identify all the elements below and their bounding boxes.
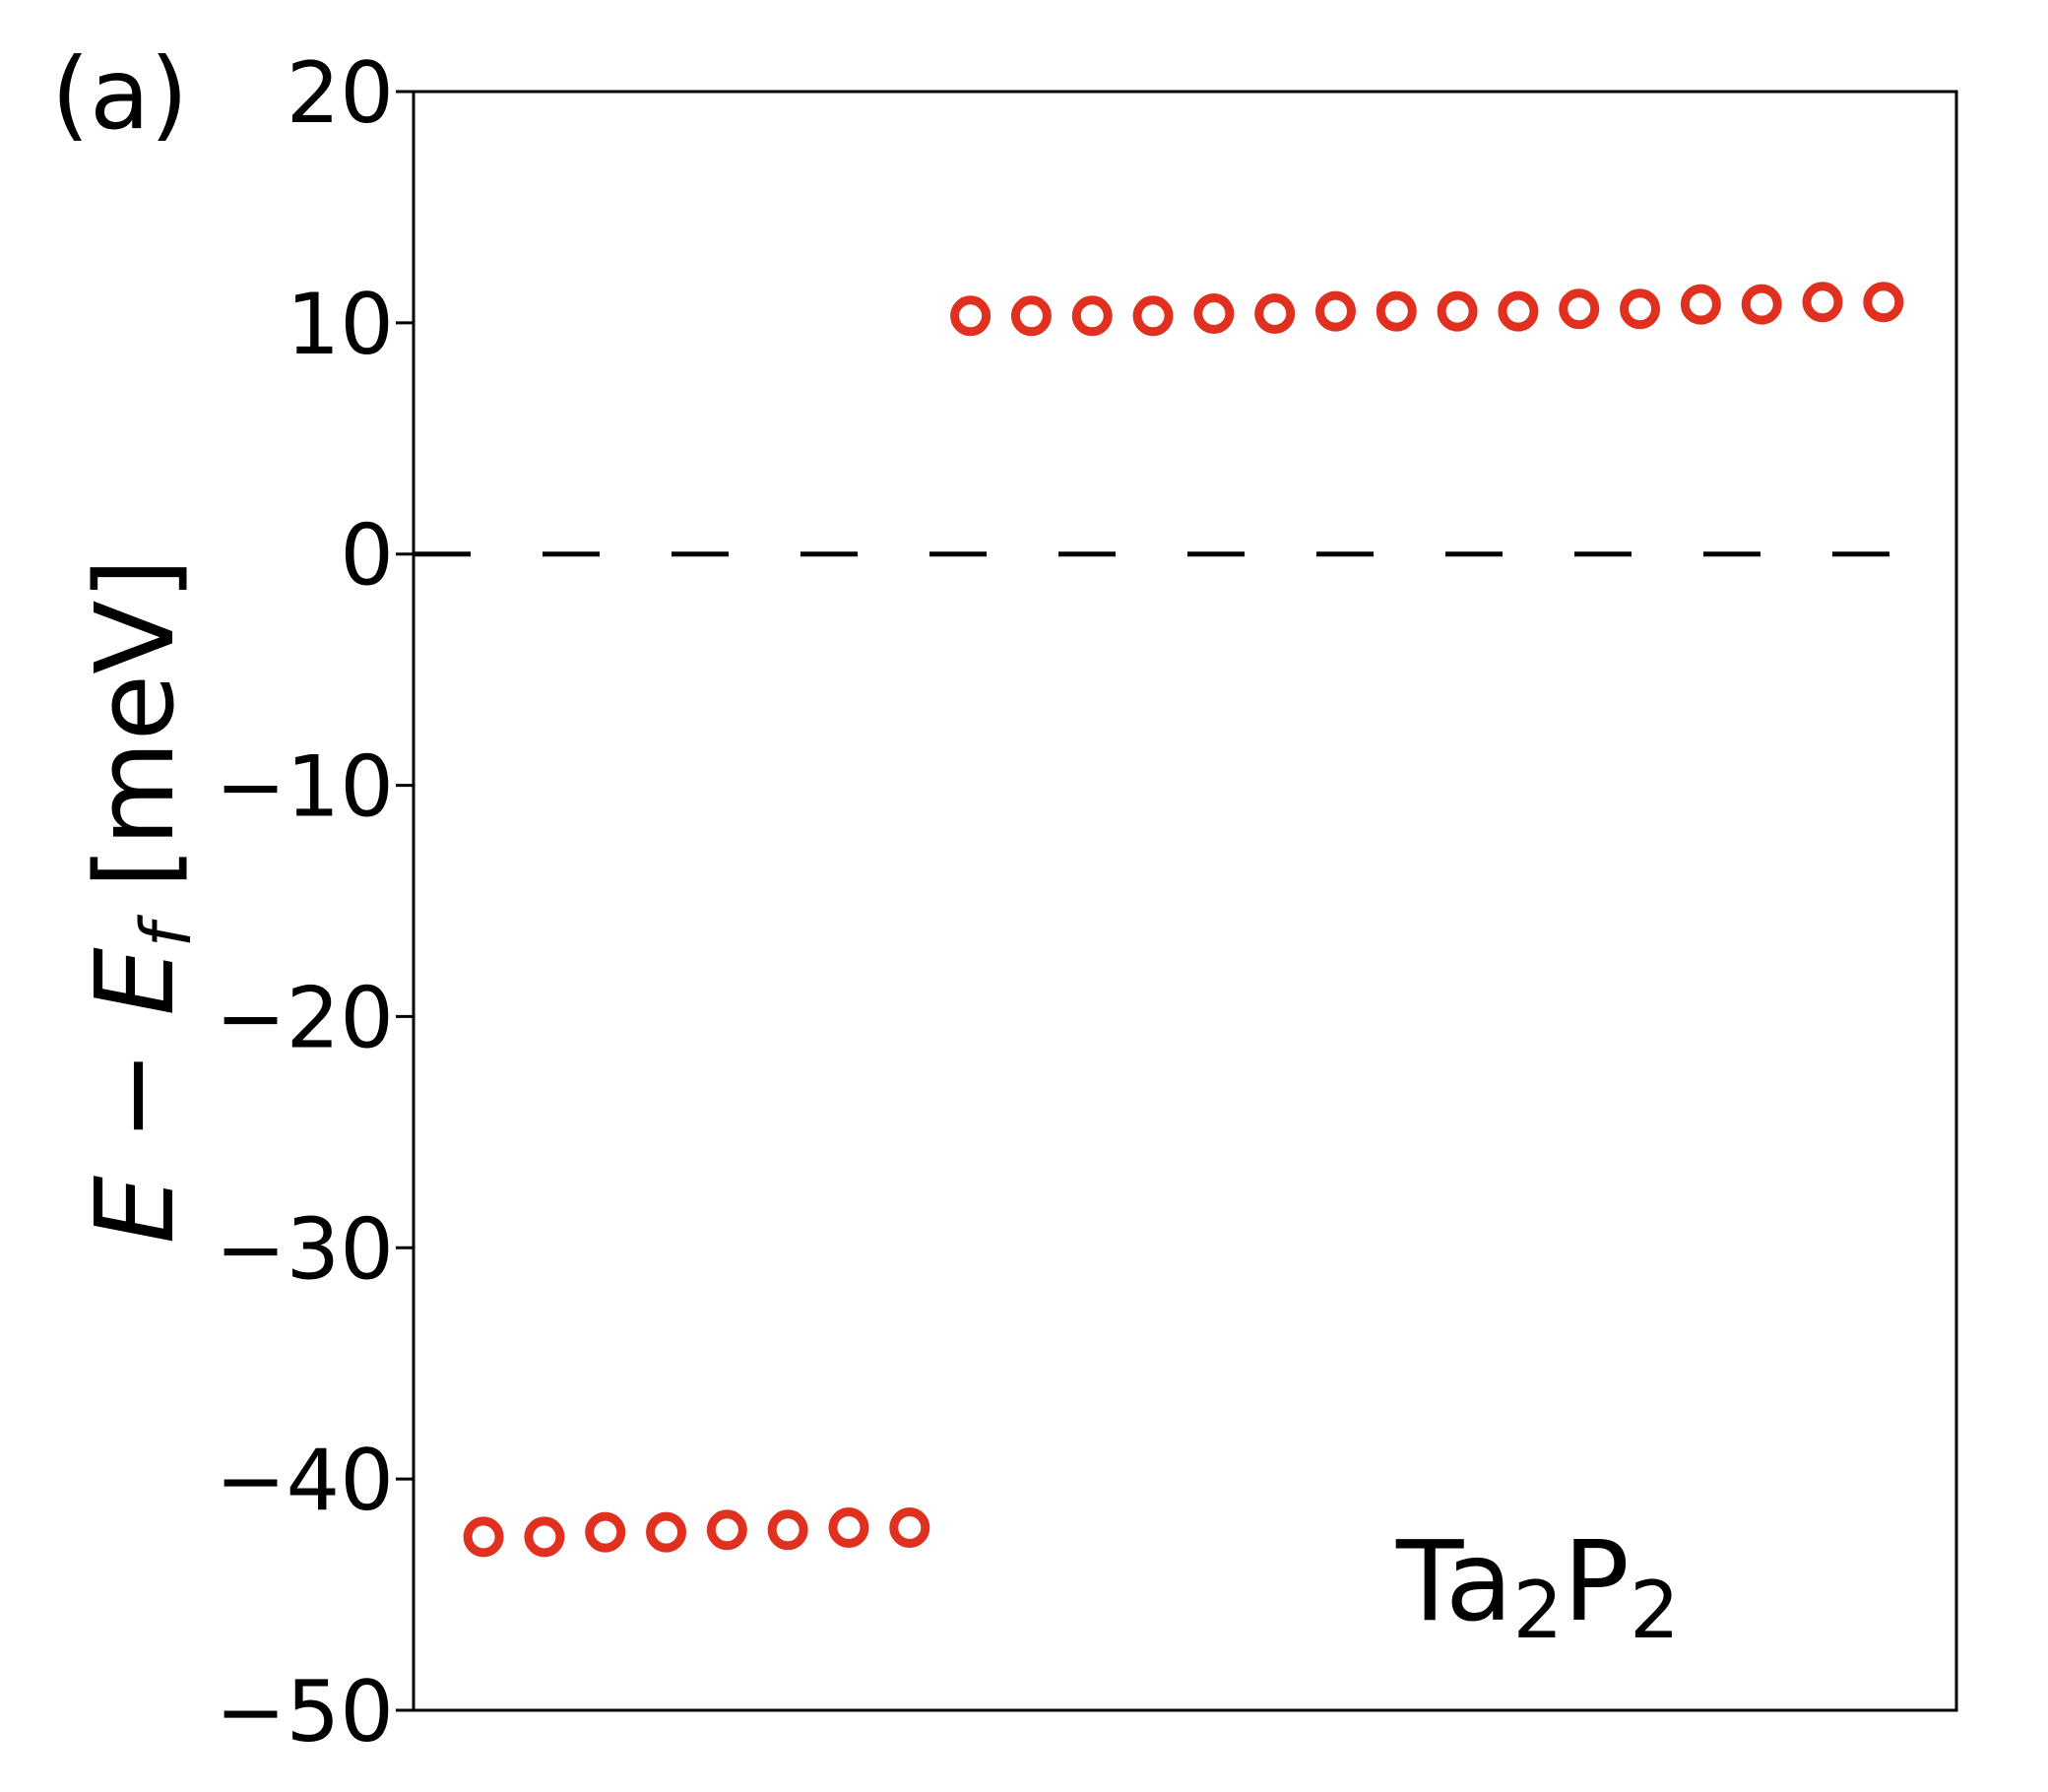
data-points — [463, 282, 1904, 1558]
y-tick-label: 0 — [340, 507, 394, 606]
y-tick-label: −20 — [216, 969, 395, 1067]
y-label-part: − — [72, 1016, 198, 1176]
data-point — [1863, 282, 1904, 323]
y-label-part: E — [72, 1175, 198, 1244]
data-point — [889, 1506, 930, 1548]
y-tick-label: −50 — [216, 1663, 395, 1761]
y-tick-label: −10 — [216, 738, 395, 837]
data-point — [1132, 295, 1174, 337]
y-label-part: [meV] — [72, 558, 198, 924]
annotation-part: 2 — [1513, 1565, 1564, 1656]
data-point — [1559, 288, 1600, 330]
data-point — [1620, 288, 1661, 330]
y-tick-label: −40 — [216, 1432, 395, 1530]
data-point — [1437, 290, 1478, 332]
y-axis-label: E − Ef [meV] — [72, 558, 207, 1245]
data-point — [1254, 292, 1296, 334]
y-tick-label: 20 — [287, 44, 394, 143]
data-point — [1314, 290, 1356, 332]
data-point — [706, 1509, 747, 1551]
data-point — [646, 1511, 687, 1553]
data-point — [1071, 295, 1113, 337]
y-axis-label-text: E − Ef [meV] — [72, 558, 207, 1245]
y-tick-label: 10 — [287, 276, 394, 374]
panel-label: (a) — [51, 36, 188, 152]
y-label-part: E — [72, 947, 198, 1016]
annotation-part: Ta — [1395, 1518, 1513, 1646]
data-point — [1010, 295, 1052, 337]
data-point — [463, 1516, 504, 1558]
material-label: Ta2P2 — [1395, 1518, 1680, 1656]
data-point — [1376, 290, 1417, 332]
y-axis-ticks: 20 10 0 −10 −20 −30 −40 −50 — [216, 44, 414, 1761]
data-point — [1802, 282, 1843, 323]
annotation-part: 2 — [1630, 1565, 1680, 1656]
data-point — [1498, 290, 1539, 332]
data-point — [1193, 292, 1235, 334]
data-point — [585, 1511, 626, 1553]
annotation-part: P — [1563, 1518, 1630, 1646]
data-point — [950, 295, 992, 337]
data-point — [524, 1516, 565, 1558]
y-tick-label: −30 — [216, 1200, 395, 1299]
data-point — [828, 1506, 869, 1548]
data-point — [767, 1509, 808, 1551]
plot-frame — [412, 90, 1958, 1712]
data-point — [1680, 284, 1721, 325]
data-point — [1741, 284, 1782, 325]
